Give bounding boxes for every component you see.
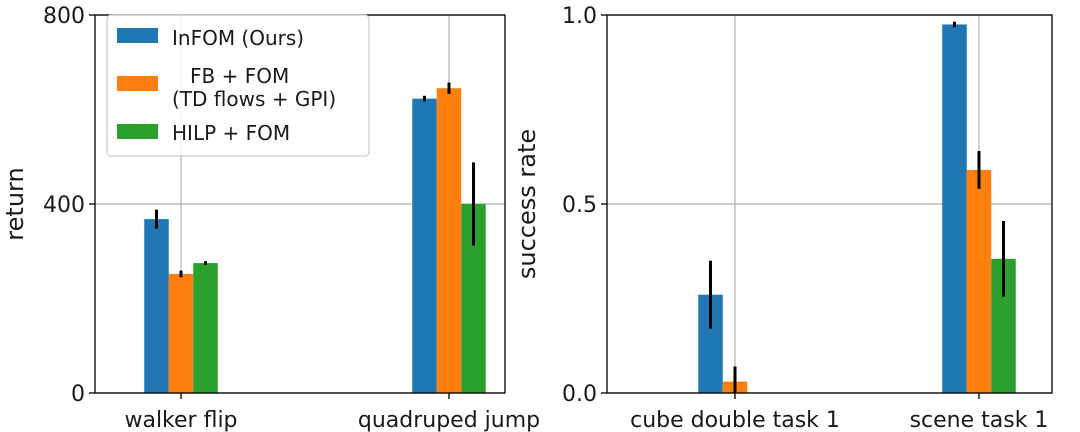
legend-swatch-infom-ours [117, 28, 158, 43]
legend-swatch-fb-fom [117, 76, 158, 91]
legend-frame [106, 14, 370, 157]
y-tick-label: 1.0 [562, 4, 597, 29]
x-tick-label: cube double task 1 [630, 408, 840, 432]
legend-label-fb-fom: FB + FOM [190, 64, 289, 88]
legend-label-infom-ours: InFOM (Ours) [172, 26, 304, 50]
y-tick-label: 400 [43, 193, 85, 218]
y-tick-label: 0.0 [562, 382, 597, 407]
y-tick-label: 0 [71, 382, 85, 407]
bar-fb-fom-td-flows-gpi-quadruped-jump [436, 88, 462, 394]
legend-label-line2: (TD flows + GPI) [172, 87, 336, 111]
x-tick-label: scene task 1 [910, 408, 1049, 432]
bar-infom-ours-quadruped-jump [412, 98, 437, 393]
bar-hilp-fom-walker-flip [193, 263, 218, 393]
x-tick-label: quadruped jump [358, 408, 540, 432]
legend-label-hilp-fom: HILP + FOM [172, 121, 290, 145]
bar-fb-fom-td-flows-gpi-scene-task-1 [966, 169, 992, 393]
bar-infom-ours-walker-flip [144, 219, 169, 393]
y-tick-label: 0.5 [562, 193, 597, 218]
right-panel-success-rate: 0.0 0.5 1.0 cube double task 1 scene task 1 s… [513, 4, 1053, 432]
legend-swatch-hilp-fom [117, 124, 158, 139]
bar-fb-fom-td-flows-gpi-walker-flip [168, 273, 194, 393]
bar-infom-ours-scene-task-1 [942, 24, 967, 393]
y-axis-label: success rate [513, 129, 541, 279]
y-axis-label: return [1, 167, 29, 240]
legend: InFOM (Ours) FB + FOM(TD flows + GPI) HILP… [106, 14, 370, 157]
left-panel-return: 0 400 800 walker flip quadruped jump return In… [1, 4, 540, 432]
x-tick-label: walker flip [124, 408, 237, 432]
y-tick-label: 800 [43, 4, 85, 29]
